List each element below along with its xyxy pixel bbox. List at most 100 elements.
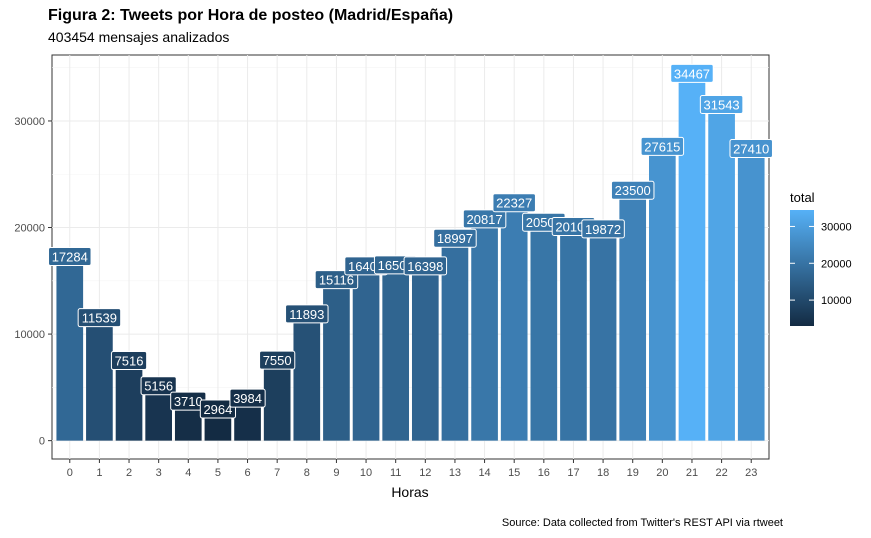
data-label-hour-1: 11539 bbox=[77, 308, 122, 328]
data-label-text: 27615 bbox=[644, 139, 680, 154]
data-label-hour-20: 27615 bbox=[640, 136, 685, 156]
bar-hour-15 bbox=[500, 202, 528, 441]
data-label-text: 7550 bbox=[263, 353, 292, 368]
x-tick-label: 7 bbox=[274, 467, 280, 479]
x-tick-label: 22 bbox=[715, 467, 727, 479]
data-label-text: 3984 bbox=[233, 391, 262, 406]
x-tick-label: 9 bbox=[333, 467, 339, 479]
data-label-hour-23: 27410 bbox=[729, 139, 773, 159]
bar-hour-7 bbox=[263, 360, 291, 441]
legend-colorbar bbox=[790, 210, 814, 326]
x-tick-label: 6 bbox=[244, 467, 250, 479]
data-label-hour-19: 23500 bbox=[610, 180, 655, 200]
data-label-hour-0: 17284 bbox=[48, 246, 92, 266]
data-label-box bbox=[640, 136, 685, 156]
data-label-hour-18: 19872 bbox=[581, 219, 625, 239]
data-label-hour-13: 18997 bbox=[433, 228, 477, 248]
data-label-hour-3: 5156 bbox=[140, 376, 177, 396]
data-label-text: 20817 bbox=[466, 212, 502, 227]
x-tick-label: 20 bbox=[656, 467, 668, 479]
data-label-hour-5: 2964 bbox=[199, 399, 237, 419]
data-label-text: 3710 bbox=[174, 394, 203, 409]
data-label-box bbox=[285, 304, 329, 324]
data-label-box bbox=[462, 209, 507, 229]
bar-hour-17 bbox=[560, 226, 587, 441]
x-tick-label: 2 bbox=[126, 467, 132, 479]
legend-title: total bbox=[790, 190, 815, 205]
data-label-box bbox=[199, 399, 237, 419]
x-tick-label: 21 bbox=[686, 467, 698, 479]
data-label-box bbox=[610, 180, 655, 200]
bar-hour-14 bbox=[471, 218, 498, 441]
x-tick-label: 3 bbox=[156, 467, 162, 479]
x-tick-label: 19 bbox=[627, 467, 639, 479]
bar-hour-22 bbox=[708, 104, 735, 441]
x-tick-label: 17 bbox=[567, 467, 579, 479]
data-label-box bbox=[259, 350, 296, 370]
data-label-hour-22: 31543 bbox=[699, 95, 744, 115]
bar-hour-12 bbox=[411, 265, 439, 441]
data-label-box bbox=[110, 351, 148, 371]
data-label-text: 19872 bbox=[585, 222, 621, 237]
x-tick-label: 8 bbox=[304, 467, 310, 479]
data-label-text: 5156 bbox=[144, 379, 173, 394]
y-tick-label: 0 bbox=[39, 436, 45, 448]
bar-hour-10 bbox=[352, 265, 380, 441]
data-label-text: 15116 bbox=[319, 273, 354, 288]
x-tick-label: 12 bbox=[419, 467, 431, 479]
data-label-box bbox=[699, 95, 744, 115]
data-label-box bbox=[670, 63, 714, 83]
data-label-box bbox=[403, 256, 448, 276]
data-label-hour-2: 7516 bbox=[110, 351, 148, 371]
x-tick-label: 1 bbox=[96, 467, 102, 479]
x-tick-label: 15 bbox=[508, 467, 520, 479]
x-tick-label: 18 bbox=[597, 467, 609, 479]
data-label-box bbox=[77, 308, 122, 328]
chart-subtitle: 403454 mensajes analizados bbox=[48, 29, 230, 45]
legend-tick-label: 10000 bbox=[821, 295, 852, 307]
y-tick-label: 30000 bbox=[14, 116, 45, 128]
data-label-text: 17284 bbox=[52, 249, 88, 264]
bar-hour-23 bbox=[737, 148, 765, 441]
bar-hour-9 bbox=[323, 279, 350, 441]
legend-tick-label: 30000 bbox=[821, 221, 852, 233]
bar-hour-16 bbox=[530, 222, 558, 441]
data-label-box bbox=[48, 246, 92, 266]
data-label-box bbox=[492, 193, 536, 213]
legend-tick-label: 20000 bbox=[821, 258, 852, 270]
x-tick-label: 14 bbox=[478, 467, 490, 479]
data-label-box bbox=[140, 376, 177, 396]
data-label-text: 11893 bbox=[289, 307, 324, 322]
data-label-hour-15: 22327 bbox=[492, 193, 536, 213]
data-label-hour-8: 11893 bbox=[285, 304, 329, 324]
data-label-box bbox=[729, 139, 773, 159]
legend: total 10000 20000 30000 bbox=[790, 190, 852, 326]
data-label-text: 23500 bbox=[615, 183, 651, 198]
bar-hour-18 bbox=[589, 228, 617, 441]
x-tick-label: 0 bbox=[67, 467, 73, 479]
data-label-text: 31543 bbox=[704, 98, 740, 113]
data-label-text: 16398 bbox=[407, 259, 443, 274]
data-label-hour-7: 7550 bbox=[259, 350, 296, 370]
x-tick-label: 5 bbox=[215, 467, 221, 479]
bar-hour-0 bbox=[56, 256, 84, 441]
bar-hour-2 bbox=[115, 360, 143, 441]
bar-hour-1 bbox=[86, 317, 113, 441]
data-label-hour-6: 3984 bbox=[229, 388, 266, 408]
y-tick-label: 10000 bbox=[14, 329, 45, 341]
data-label-text: 27410 bbox=[733, 142, 769, 157]
data-label-text: 7516 bbox=[115, 354, 144, 369]
data-label-box bbox=[433, 228, 477, 248]
x-tick-label: 10 bbox=[360, 467, 372, 479]
bar-hour-21 bbox=[678, 73, 706, 441]
bars bbox=[56, 73, 765, 441]
x-tick-label: 11 bbox=[390, 467, 401, 479]
chart-title: Figura 2: Tweets por Hora de posteo (Mad… bbox=[48, 7, 454, 24]
x-tick-label: 4 bbox=[185, 467, 191, 479]
x-tick-label: 13 bbox=[449, 467, 461, 479]
data-label-text: 34467 bbox=[674, 66, 710, 81]
data-label-hour-14: 20817 bbox=[462, 209, 507, 229]
data-label-box bbox=[229, 388, 266, 408]
